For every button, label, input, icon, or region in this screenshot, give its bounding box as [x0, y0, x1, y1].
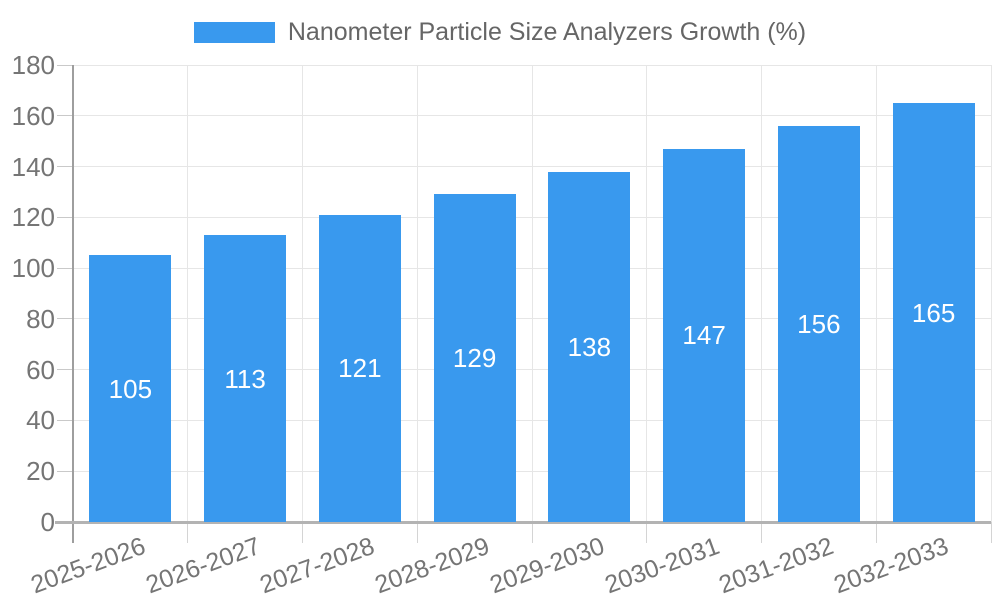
bar-value-label: 156 — [797, 308, 841, 339]
y-axis-tick-label: 120 — [11, 202, 55, 233]
x-axis-category-label: 2026-2027 — [141, 532, 264, 600]
y-axis-tick — [57, 419, 73, 421]
x-axis-tick — [531, 522, 533, 543]
x-axis-tick — [761, 522, 762, 543]
x-axis-tick — [416, 522, 418, 543]
bar-value-label: 129 — [452, 343, 497, 374]
bar — [548, 171, 631, 522]
x-axis-tick — [187, 522, 189, 543]
y-axis-tick-label: 100 — [11, 253, 55, 284]
vertical-gridline — [187, 65, 189, 522]
bar-value-label: 105 — [108, 373, 153, 404]
x-axis-category-label: 2031-2032 — [715, 532, 838, 600]
bar — [663, 148, 746, 522]
x-axis-category-label: 2025-2026 — [27, 532, 149, 600]
bar-value-label: 113 — [224, 363, 266, 394]
y-axis-tick — [57, 470, 73, 472]
x-axis-tick — [302, 522, 303, 543]
y-axis-tick — [57, 318, 73, 320]
y-axis-tick-label: 0 — [40, 507, 55, 537]
bar-value-label: 147 — [682, 320, 726, 351]
vertical-gridline — [875, 65, 877, 522]
y-axis-tick-label: 20 — [26, 456, 55, 487]
vertical-gridline — [761, 65, 762, 522]
x-axis-category-label: 2030-2031 — [600, 532, 723, 600]
x-axis-tick — [646, 522, 648, 543]
x-axis-category-label: 2032-2033 — [830, 532, 953, 600]
vertical-gridline — [990, 65, 992, 522]
bar — [89, 255, 172, 522]
bar-value-label: 138 — [567, 331, 612, 362]
x-axis-tick — [875, 522, 877, 543]
vertical-gridline — [646, 65, 648, 522]
bar — [318, 214, 401, 522]
vertical-gridline — [531, 65, 533, 522]
x-axis-category-label: 2028-2029 — [371, 532, 494, 600]
y-axis-tick-label: 40 — [26, 405, 55, 436]
chart-legend[interactable]: Nanometer Particle Size Analyzers Growth… — [0, 18, 1000, 47]
y-axis-tick-label: 80 — [26, 303, 55, 334]
y-axis-tick-label: 140 — [11, 151, 55, 182]
y-axis-tick — [57, 166, 73, 168]
y-axis-tick — [57, 64, 73, 66]
bar — [433, 194, 516, 522]
y-axis-tick-label: 60 — [26, 354, 55, 385]
bar-value-label: 121 — [338, 353, 382, 384]
bar — [777, 125, 860, 522]
x-axis-category-label: 2027-2028 — [256, 532, 379, 600]
x-axis-line — [55, 521, 991, 524]
bar — [892, 103, 975, 522]
vertical-gridline — [302, 65, 303, 522]
x-axis-category-label: 2029-2030 — [486, 532, 608, 600]
bar — [204, 235, 287, 522]
y-axis-tick — [57, 369, 73, 371]
legend-color-swatch — [193, 22, 275, 43]
x-axis-tick — [990, 522, 992, 543]
vertical-gridline — [416, 65, 418, 522]
y-axis-line — [72, 65, 74, 543]
y-axis-tick — [57, 267, 73, 269]
y-axis-tick — [57, 216, 73, 218]
y-axis-tick — [57, 115, 73, 117]
bar-value-label: 165 — [911, 297, 956, 328]
y-axis-tick-label: 180 — [11, 50, 55, 80]
legend-series-label: Nanometer Particle Size Analyzers Growth… — [287, 18, 807, 46]
y-axis-tick-label: 160 — [11, 100, 55, 131]
